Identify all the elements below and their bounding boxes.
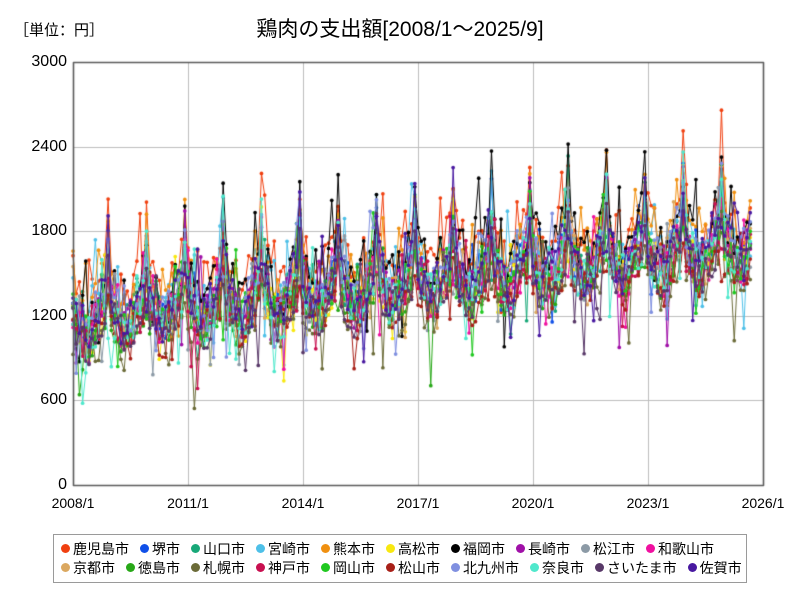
x-tick-label: 2020/1 — [511, 495, 555, 511]
x-tick-label: 2023/1 — [626, 495, 670, 511]
legend-item-岡山市[interactable]: 岡山市 — [321, 561, 375, 575]
legend-item-山口市[interactable]: 山口市 — [191, 542, 245, 556]
legend-label: 長崎市 — [528, 540, 570, 557]
legend-label: 徳島市 — [138, 559, 180, 576]
legend-label: 札幌市 — [203, 559, 245, 576]
legend-marker-icon — [321, 563, 330, 572]
legend-marker-icon — [646, 544, 655, 553]
x-tick-label: 2014/1 — [281, 495, 325, 511]
x-tick-label: 2008/1 — [51, 495, 95, 511]
legend-item-徳島市[interactable]: 徳島市 — [126, 561, 180, 575]
legend-marker-icon — [451, 563, 460, 572]
legend-item-和歌山市[interactable]: 和歌山市 — [646, 542, 714, 556]
legend-marker-icon — [687, 563, 697, 572]
legend-item-松江市[interactable]: 松江市 — [581, 542, 635, 556]
legend-marker-icon — [530, 563, 539, 572]
legend-item-松山市[interactable]: 松山市 — [386, 561, 440, 575]
y-tick-label: 1800 — [31, 222, 67, 240]
legend-label: 堺市 — [152, 540, 180, 557]
legend-label: 和歌山市 — [658, 540, 714, 557]
legend-marker-icon — [61, 544, 70, 553]
legend-marker-icon — [451, 544, 460, 553]
legend-label: 京都市 — [73, 559, 115, 576]
legend-label: 高松市 — [398, 540, 440, 557]
y-axis-tick-labels: 0 600 1200 1800 2400 3000 — [0, 0, 67, 500]
legend-marker-icon — [321, 544, 330, 553]
legend-marker-icon — [516, 544, 525, 553]
legend-marker-icon — [386, 544, 395, 553]
x-axis-tick-labels: 2008/1 2011/1 2014/1 2017/1 2020/1 2023/1 2026… — [51, 495, 785, 511]
legend-item-高松市[interactable]: 高松市 — [386, 542, 440, 556]
legend-marker-icon — [126, 563, 135, 572]
legend-label: 松江市 — [593, 540, 635, 557]
legend-item-奈良市[interactable]: 奈良市 — [530, 561, 584, 575]
legend-marker-icon — [61, 563, 70, 572]
legend-label: 山口市 — [203, 540, 245, 557]
legend-item-北九州市[interactable]: 北九州市 — [451, 561, 519, 575]
legend-label: 福岡市 — [463, 540, 505, 557]
x-tick-label: 2026/1 — [741, 495, 785, 511]
legend-marker-icon — [191, 563, 200, 572]
legend-marker-icon — [581, 544, 590, 553]
legend-label: 北九州市 — [463, 559, 519, 576]
legend-item-熊本市[interactable]: 熊本市 — [321, 542, 375, 556]
legend-label: 熊本市 — [333, 540, 375, 557]
chart-legend: 鹿児島市 堺市 山口市 宮崎市 熊本市 高松市 福岡市 長崎市 松江市 和歌山市京都市 徳島市 札幌市… — [53, 534, 747, 583]
y-tick-label: 1200 — [31, 306, 67, 324]
legend-item-京都市[interactable]: 京都市 — [61, 561, 115, 575]
x-tick-label: 2017/1 — [396, 495, 440, 511]
legend-label: 宮崎市 — [268, 540, 310, 557]
legend-marker-icon — [191, 544, 200, 553]
legend-item-鹿児島市[interactable]: 鹿児島市 — [61, 542, 129, 556]
legend-item-長崎市[interactable]: 長崎市 — [516, 542, 570, 556]
legend-marker-icon — [386, 563, 395, 572]
x-tick-label: 2011/1 — [167, 495, 209, 511]
legend-label: 岡山市 — [333, 559, 375, 576]
legend-item-福岡市[interactable]: 福岡市 — [451, 542, 505, 556]
legend-item-堺市[interactable]: 堺市 — [140, 542, 180, 556]
legend-item-佐賀市[interactable]: 佐賀市 — [687, 559, 742, 576]
legend-item-さいたま市[interactable]: さいたま市 — [595, 561, 677, 575]
legend-marker-icon — [256, 563, 265, 572]
legend-item-神戸市[interactable]: 神戸市 — [256, 561, 310, 575]
legend-label: さいたま市 — [607, 559, 677, 576]
legend-marker-icon — [595, 563, 604, 572]
y-tick-label: 2400 — [31, 137, 67, 155]
y-tick-label: 0 — [58, 476, 67, 493]
legend-label: 松山市 — [398, 559, 440, 576]
y-tick-label: 3000 — [31, 53, 67, 70]
legend-marker-icon — [140, 544, 149, 553]
legend-marker-icon — [256, 544, 265, 553]
y-tick-label: 600 — [40, 391, 67, 409]
legend-item-札幌市[interactable]: 札幌市 — [191, 561, 245, 575]
legend-row: 鹿児島市 堺市 山口市 宮崎市 熊本市 高松市 福岡市 長崎市 松江市 和歌山市 — [54, 539, 746, 558]
legend-item-宮崎市[interactable]: 宮崎市 — [256, 542, 310, 556]
legend-label: 鹿児島市 — [73, 540, 129, 557]
legend-label: 佐賀市 — [699, 559, 742, 576]
legend-label: 神戸市 — [268, 559, 310, 576]
legend-label: 奈良市 — [542, 559, 584, 576]
legend-row: 京都市 徳島市 札幌市 神戸市 岡山市 松山市 北九州市 奈良市 さいたま市 佐賀市 — [54, 558, 746, 577]
